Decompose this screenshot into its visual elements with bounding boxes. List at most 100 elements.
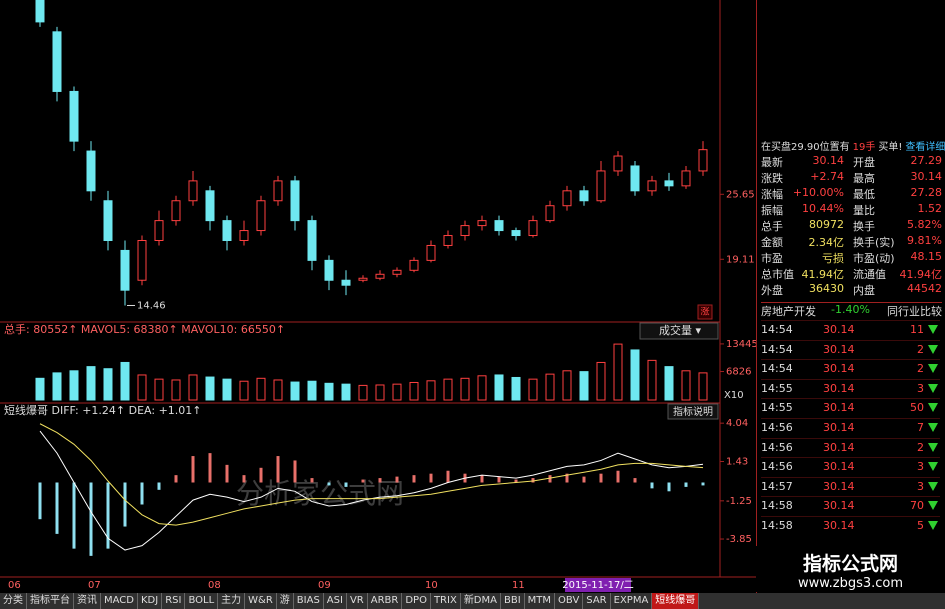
tab[interactable]: 指标平台 bbox=[27, 593, 74, 609]
volume-bar bbox=[630, 349, 640, 401]
volume-bar bbox=[698, 372, 708, 401]
tab[interactable]: TRIX bbox=[431, 593, 461, 609]
quote-cell: +10.00% bbox=[792, 186, 844, 199]
candle-body bbox=[69, 90, 79, 142]
date-label: 11 bbox=[512, 580, 525, 591]
quote-header-text: 19手 bbox=[852, 142, 876, 153]
date-label: 07 bbox=[88, 580, 101, 591]
quote-cell: 市盈(动) bbox=[853, 252, 895, 265]
low-label: 14.46 bbox=[137, 300, 166, 311]
quote-cell: 涨幅 bbox=[761, 188, 783, 201]
tick-time: 14:54 bbox=[761, 342, 793, 356]
quote-row: 市盈 亏损 市盈(动) 48.15 bbox=[761, 250, 942, 266]
tab[interactable]: KDJ bbox=[138, 593, 163, 609]
quote-header-text: 查看详细 bbox=[905, 142, 945, 153]
tab[interactable]: 主力 bbox=[218, 593, 246, 609]
tab[interactable]: VR bbox=[347, 593, 368, 609]
tab[interactable]: 资讯 bbox=[74, 593, 101, 609]
candle-body bbox=[52, 31, 62, 92]
candle-body bbox=[528, 220, 538, 237]
quote-row: 涨跌 +2.74 最高 30.14 bbox=[761, 170, 942, 186]
volume-bar bbox=[324, 382, 334, 401]
tab[interactable]: DPO bbox=[402, 593, 431, 609]
tick-row: 14:54 30.14 2 bbox=[761, 339, 940, 358]
quote-cell: 涨跌 bbox=[761, 172, 783, 185]
volume-bar bbox=[239, 380, 249, 401]
down-arrow bbox=[928, 481, 938, 491]
volume-button[interactable] bbox=[639, 322, 719, 340]
tab[interactable]: SAR bbox=[583, 593, 611, 609]
tab[interactable]: 短线爆哥 bbox=[652, 593, 700, 609]
tab[interactable]: EXPMA bbox=[611, 593, 653, 609]
candle-body bbox=[409, 259, 419, 271]
candle-body bbox=[596, 170, 606, 202]
tab[interactable]: ASI bbox=[324, 593, 347, 609]
tab[interactable]: BIAS bbox=[294, 593, 324, 609]
volume-bar bbox=[86, 366, 96, 401]
volume-bar bbox=[205, 376, 215, 401]
tab[interactable]: BOLL bbox=[185, 593, 219, 609]
down-arrow bbox=[928, 501, 938, 511]
quote-cell: 总市值 bbox=[761, 268, 794, 281]
quote-cell: 外盘 bbox=[761, 284, 783, 297]
macd-button[interactable] bbox=[667, 403, 719, 420]
volume-bar bbox=[664, 366, 674, 401]
volume-bar bbox=[69, 370, 79, 401]
candle-body bbox=[613, 155, 623, 172]
y-tick-label: 13445 bbox=[726, 339, 756, 350]
tick-price: 30.14 bbox=[823, 381, 855, 395]
industry-change: -1.40% bbox=[831, 303, 870, 316]
y-tick-label: 6826 bbox=[726, 367, 751, 378]
tab[interactable]: MACD bbox=[101, 593, 138, 609]
quote-header-text: 在买盘29.90位置有 bbox=[761, 142, 850, 153]
logo: 指标公式网 www.zbgs3.com bbox=[756, 546, 945, 592]
tick-volume: 2 bbox=[917, 440, 924, 454]
volume-bar bbox=[562, 370, 572, 401]
candle-body bbox=[375, 273, 385, 279]
tick-row: 14:56 30.14 3 bbox=[761, 457, 940, 475]
quote-cell: 量比 bbox=[853, 204, 875, 217]
date-label: 10 bbox=[425, 580, 438, 591]
candle-body bbox=[460, 225, 470, 237]
watermark: 分析家公式网 bbox=[236, 477, 404, 510]
volume-bar bbox=[528, 378, 538, 401]
tick-price: 30.14 bbox=[823, 323, 855, 336]
volume-bar bbox=[35, 377, 45, 401]
logo-title: 指标公式网 bbox=[802, 553, 898, 575]
volume-bar bbox=[222, 378, 232, 401]
chart-area: 涨 总手: 80552↑ MAVOL5: 68380↑ MAVOL10: 665… bbox=[0, 0, 756, 592]
candle-body bbox=[35, 0, 45, 23]
tab[interactable]: 新DMA bbox=[461, 593, 501, 609]
tab[interactable]: MTM bbox=[525, 593, 556, 609]
tick-volume: 2 bbox=[917, 342, 924, 356]
down-arrow bbox=[928, 383, 938, 393]
tick-time: 14:55 bbox=[761, 381, 793, 395]
candle-body bbox=[341, 279, 351, 286]
tick-volume: 11 bbox=[910, 323, 924, 336]
candle-body bbox=[222, 220, 232, 241]
tab[interactable]: RSI bbox=[162, 593, 186, 609]
tab[interactable]: BBI bbox=[501, 593, 525, 609]
tick-time: 14:57 bbox=[761, 479, 793, 493]
tab[interactable]: 分类 bbox=[0, 593, 27, 609]
volume-bar bbox=[188, 374, 198, 401]
tab[interactable]: ARBR bbox=[368, 593, 403, 609]
macd-button-label[interactable]: 指标说明 bbox=[673, 405, 713, 418]
tick-price: 30.14 bbox=[823, 460, 855, 474]
quote-cell: 亏损 bbox=[822, 252, 844, 265]
quote-row: 振幅 10.44% 量比 1.52 bbox=[761, 202, 942, 218]
y-tick-label: 19.11 bbox=[726, 254, 755, 265]
quote-cell: 48.15 bbox=[910, 250, 943, 263]
tab[interactable]: OBV bbox=[555, 593, 584, 609]
volume-bar bbox=[426, 380, 436, 401]
tab[interactable]: W&R bbox=[245, 593, 277, 609]
quote-cell: 2.34亿 bbox=[808, 236, 845, 249]
quote-row: 总手 80972 换手 5.82% bbox=[761, 218, 942, 234]
volume-bar bbox=[120, 361, 130, 401]
candle-body bbox=[307, 220, 317, 261]
candle-body bbox=[511, 230, 521, 237]
volume-button-label[interactable]: 成交量 ▾ bbox=[659, 323, 701, 337]
tab[interactable]: 游 bbox=[277, 593, 294, 609]
quote-cell: 41.94亿 bbox=[899, 268, 943, 281]
candle-body bbox=[358, 277, 368, 281]
